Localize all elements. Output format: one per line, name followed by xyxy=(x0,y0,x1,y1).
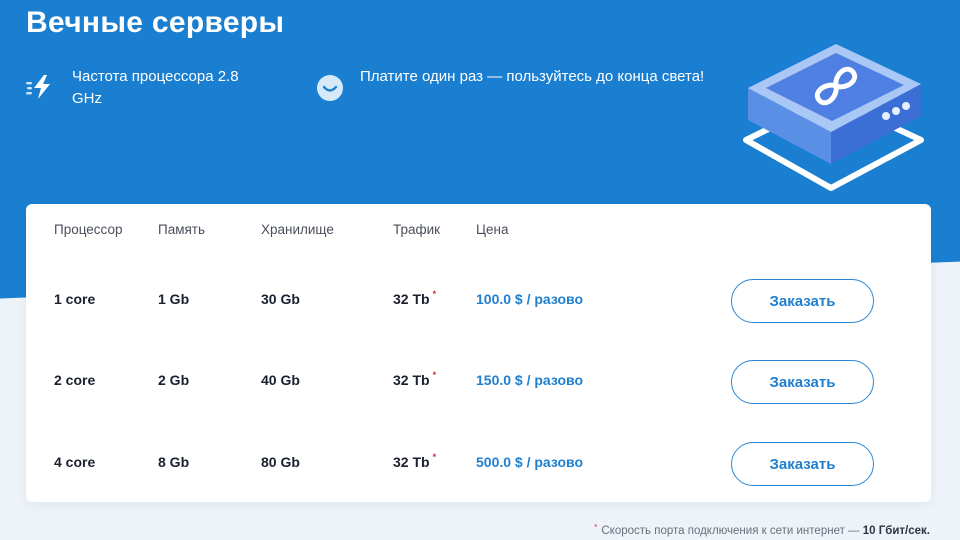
header-memory: Память xyxy=(158,222,206,237)
feature-cpu-frequency: Частота процессора 2.8 GHz xyxy=(26,66,272,110)
memory-value: 1 Gb xyxy=(158,291,190,307)
footnote-text: Скорость порта подключения к сети интерн… xyxy=(601,525,860,537)
footnote-value: 10 Гбит/сек. xyxy=(862,525,930,537)
order-button[interactable]: Заказать xyxy=(731,360,874,404)
memory-value: 8 Gb xyxy=(158,454,190,470)
table-row: 4 core 8 Gb 80 Gb 32 Tb * 500.0 $ / разов… xyxy=(26,439,931,489)
header-cpu: Процессор xyxy=(54,222,123,237)
traffic-value: 32 Tb * xyxy=(393,452,437,470)
price-value: 150.0 $ / разово xyxy=(476,372,584,388)
pricing-table: Процессор Память Хранилище Трафик Цена 1… xyxy=(26,204,931,502)
server-infinity-illustration xyxy=(736,28,936,198)
feature-text: Частота процессора 2.8 GHz xyxy=(72,68,239,107)
asterisk-mark: * xyxy=(432,289,437,299)
cpu-value: 1 core xyxy=(54,291,96,307)
asterisk-mark: * xyxy=(594,523,598,532)
header-storage: Хранилище xyxy=(261,222,334,237)
table-row: 2 core 2 Gb 40 Gb 32 Tb * 150.0 $ / разов… xyxy=(26,357,931,407)
asterisk-mark: * xyxy=(432,452,437,462)
traffic-value: 32 Tb * xyxy=(393,370,437,388)
lightning-icon xyxy=(26,74,56,105)
footnote: * Скорость порта подключения к сети интер… xyxy=(594,523,930,537)
order-button[interactable]: Заказать xyxy=(731,442,874,486)
asterisk-mark: * xyxy=(432,370,437,380)
price-value: 500.0 $ / разово xyxy=(476,454,584,470)
traffic-value: 32 Tb * xyxy=(393,289,437,307)
page-title: Вечные серверы xyxy=(26,6,285,39)
price-value: 100.0 $ / разово xyxy=(476,291,584,307)
order-button[interactable]: Заказать xyxy=(731,279,874,323)
cpu-value: 4 core xyxy=(54,454,96,470)
header-traffic: Трафик xyxy=(393,222,441,237)
memory-value: 2 Gb xyxy=(158,372,190,388)
feature-text: Платите один раз — пользуйтесь до конца … xyxy=(360,68,705,85)
cpu-value: 2 core xyxy=(54,372,96,388)
storage-value: 30 Gb xyxy=(261,291,300,307)
table-row: 1 core 1 Gb 30 Gb 32 Tb * 100.0 $ / разов… xyxy=(26,276,931,326)
smile-icon xyxy=(316,74,344,107)
header-price: Цена xyxy=(476,222,509,237)
feature-one-time-payment: Платите один раз — пользуйтесь до конца … xyxy=(316,66,710,107)
storage-value: 80 Gb xyxy=(261,454,300,470)
table-header: Процессор Память Хранилище Трафик Цена xyxy=(26,222,931,242)
storage-value: 40 Gb xyxy=(261,372,300,388)
